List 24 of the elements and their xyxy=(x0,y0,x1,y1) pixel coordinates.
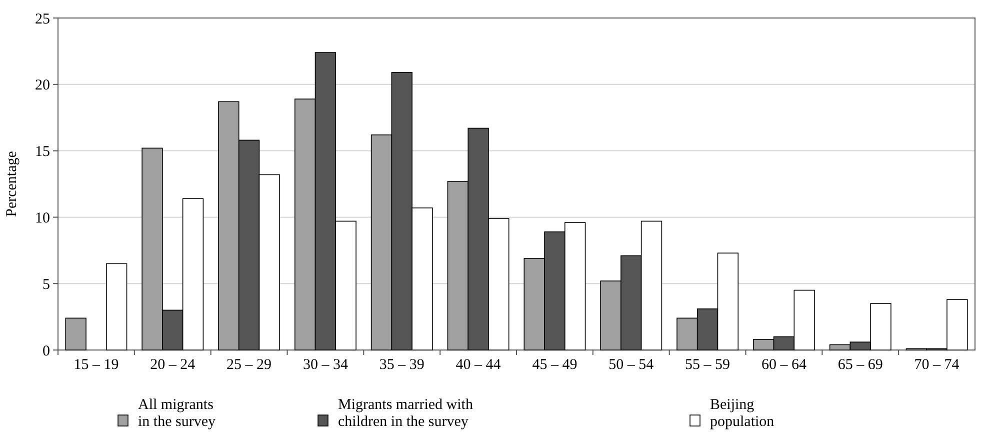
x-tick-label: 20 – 24 xyxy=(150,357,196,373)
bar xyxy=(65,318,86,350)
y-axis-title: Percentage xyxy=(4,150,20,217)
y-tick-label: 15 xyxy=(35,144,50,160)
legend-label: Migrants married with children in the survey xyxy=(338,397,474,430)
x-tick-label: 55 – 59 xyxy=(685,357,730,373)
y-tick-label: 10 xyxy=(35,210,50,226)
x-tick-label: 60 – 64 xyxy=(761,357,807,373)
x-tick-label: 25 – 29 xyxy=(226,357,272,373)
y-tick-label: 5 xyxy=(42,276,50,293)
legend-label: All migrants in the survey xyxy=(138,397,216,430)
y-tick-label: 25 xyxy=(35,11,50,28)
x-tick-label: 15 – 19 xyxy=(74,357,119,373)
x-tick-label: 50 – 54 xyxy=(608,357,654,373)
bar xyxy=(106,263,128,350)
legend-label: Beijing population xyxy=(710,397,775,430)
x-tick-label: 40 – 44 xyxy=(456,357,502,373)
x-tick-label: 35 – 39 xyxy=(379,357,424,373)
y-tick-label: 0 xyxy=(42,343,50,360)
x-tick-label: 45 – 49 xyxy=(532,357,578,373)
x-tick-label: 70 – 74 xyxy=(914,357,960,373)
y-tick-label: 20 xyxy=(35,78,50,94)
x-tick-label: 65 – 69 xyxy=(838,357,883,373)
x-tick-label: 30 – 34 xyxy=(302,357,348,373)
